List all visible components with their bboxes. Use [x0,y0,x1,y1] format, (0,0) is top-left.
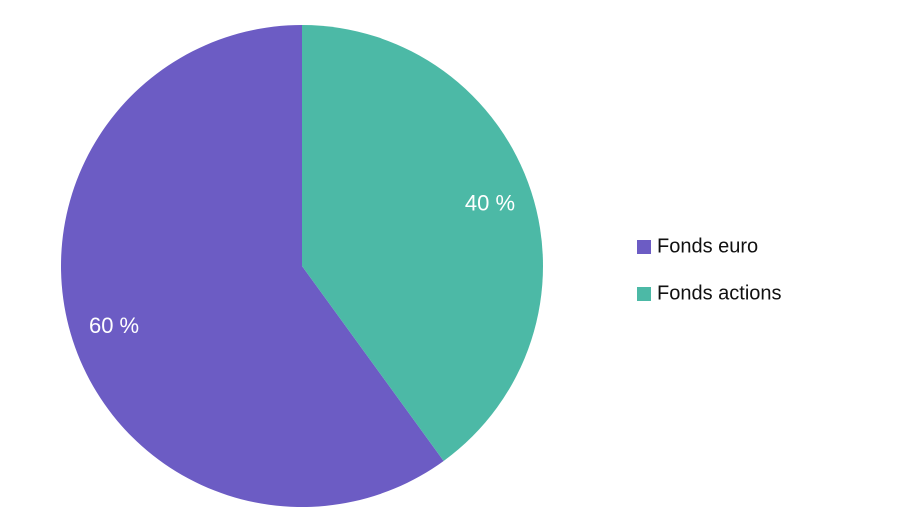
legend-swatch [637,287,651,301]
value-label: 60 % [89,313,139,338]
legend-label: Fonds euro [657,235,758,257]
pie-slice [61,25,444,507]
pie-slice [302,25,543,461]
legend-label: Fonds actions [657,282,782,304]
value-label: 40 % [465,191,515,216]
legend-swatch [637,240,651,254]
